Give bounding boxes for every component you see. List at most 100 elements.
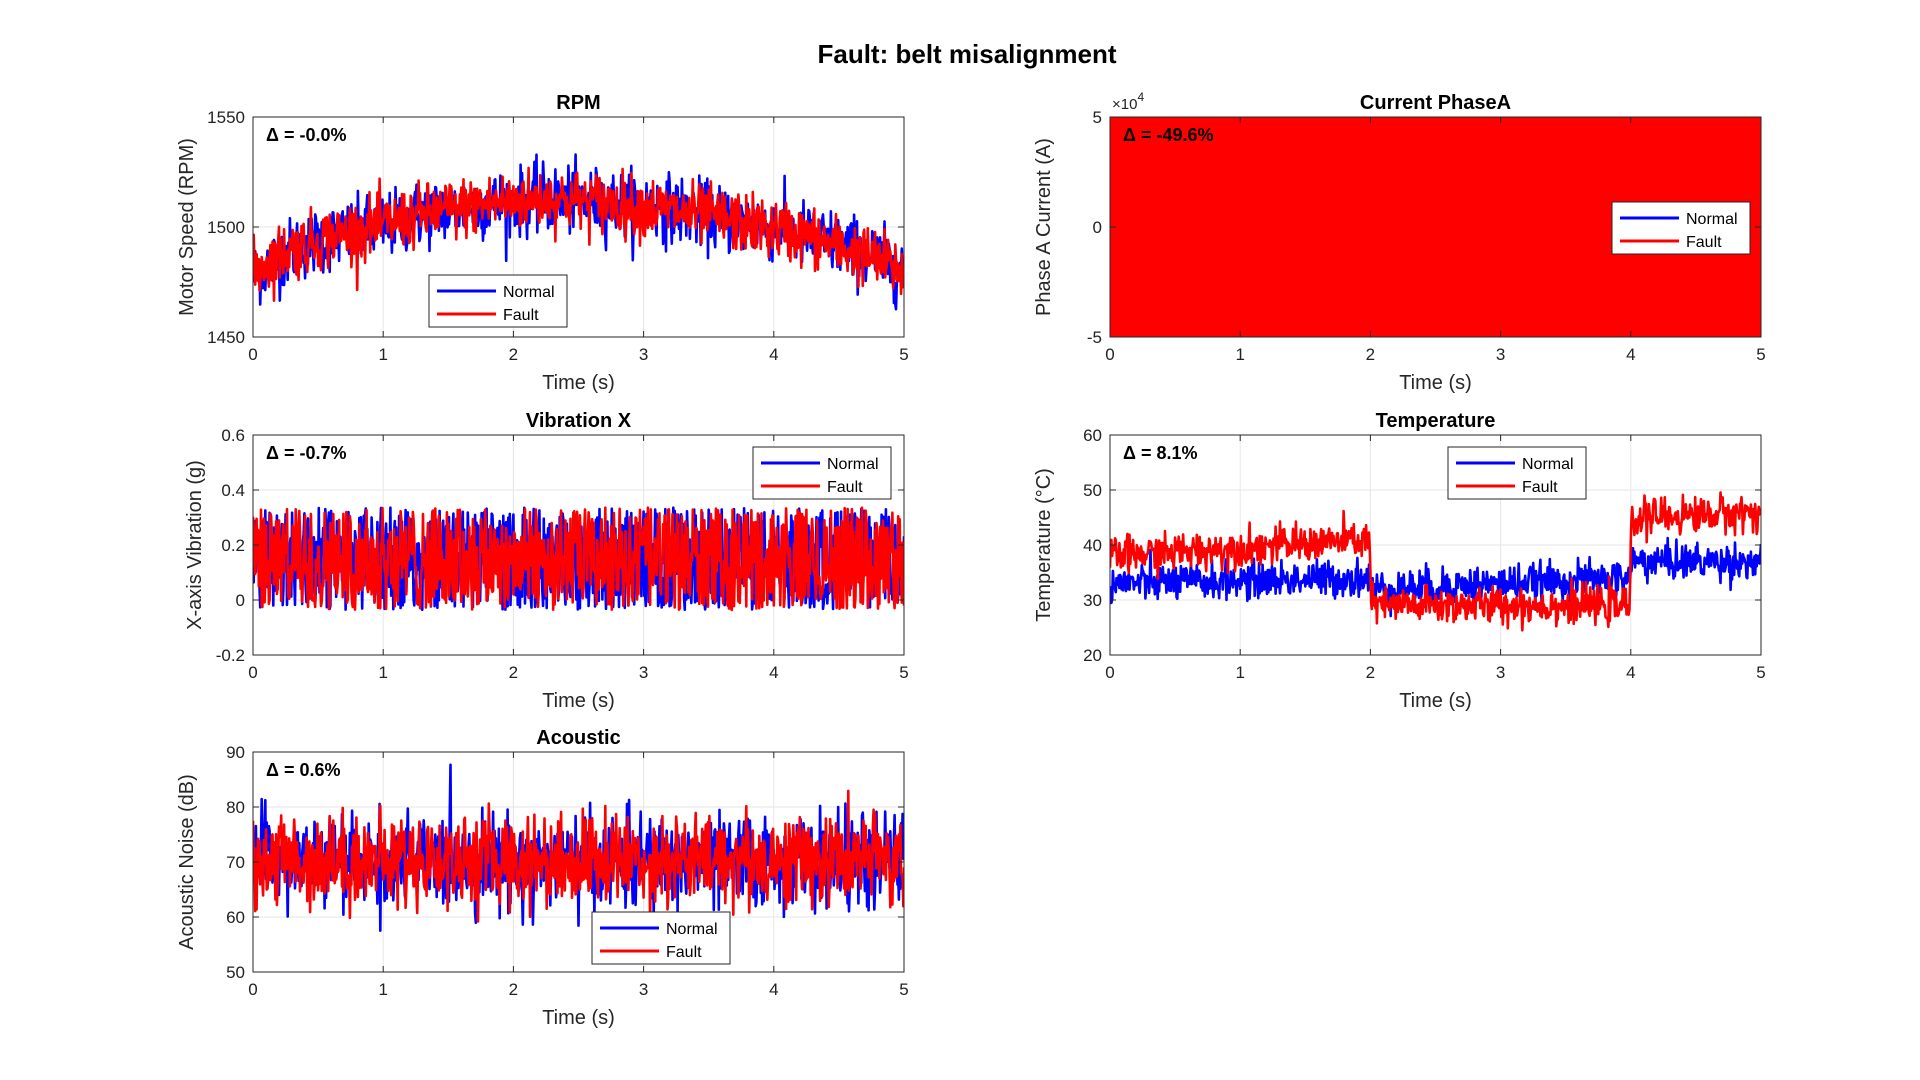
series-group xyxy=(253,763,904,932)
series-fault-line xyxy=(253,166,904,302)
delta-annotation: Δ = -0.0% xyxy=(266,125,346,145)
x-tick-label: 0 xyxy=(1105,663,1114,682)
delta-annotation: Δ = -49.6% xyxy=(1123,125,1213,145)
series-fault-line xyxy=(253,789,904,928)
y-tick-label: 20 xyxy=(1083,646,1102,665)
y-tick-label: 50 xyxy=(226,963,245,982)
x-tick-label: 1 xyxy=(1235,345,1244,364)
y-scale-exponent: ×104 xyxy=(1112,90,1144,113)
axes-title: Current PhaseA xyxy=(1360,92,1511,114)
x-tick-label: 5 xyxy=(1756,345,1765,364)
x-tick-label: 5 xyxy=(899,663,908,682)
y-tick-label: 0.6 xyxy=(221,426,245,445)
y-axis-label: Temperature (°C) xyxy=(1033,468,1055,622)
x-tick-label: 2 xyxy=(509,345,518,364)
series-group xyxy=(1110,491,1761,632)
x-tick-label: 1 xyxy=(378,980,387,999)
y-tick-label: 30 xyxy=(1083,591,1102,610)
series-group xyxy=(1110,117,1761,337)
axes-title: RPM xyxy=(556,92,600,114)
y-tick-label: 1550 xyxy=(207,108,245,127)
series-group xyxy=(253,506,904,612)
legend: Normal Fault xyxy=(1447,446,1587,500)
legend-box xyxy=(752,446,892,500)
y-tick-label: 70 xyxy=(226,853,245,872)
legend-label-normal: Normal xyxy=(827,456,879,473)
delta-annotation: Δ = -0.7% xyxy=(266,443,346,463)
legend-box xyxy=(428,274,568,328)
y-axis-label: Acoustic Noise (dB) xyxy=(176,774,198,950)
legend-label-fault: Fault xyxy=(1686,234,1722,251)
legend-label-fault: Fault xyxy=(666,944,702,961)
x-tick-label: 2 xyxy=(1366,663,1375,682)
x-tick-label: 1 xyxy=(1235,663,1244,682)
legend: Normal Fault xyxy=(1611,201,1751,255)
x-tick-label: 4 xyxy=(769,980,778,999)
x-tick-label: 4 xyxy=(769,345,778,364)
legend-label-fault: Fault xyxy=(1522,479,1558,496)
x-axis-label: Time (s) xyxy=(542,372,615,394)
x-axis-label: Time (s) xyxy=(542,1007,615,1029)
x-axis-label: Time (s) xyxy=(1399,372,1472,394)
y-tick-label: 1450 xyxy=(207,328,245,347)
delta-annotation: Δ = 8.1% xyxy=(1123,443,1197,463)
y-tick-label: -5 xyxy=(1087,328,1102,347)
x-tick-label: 1 xyxy=(378,345,387,364)
x-tick-label: 1 xyxy=(378,663,387,682)
legend-box xyxy=(591,911,731,965)
y-axis-label: X-axis Vibration (g) xyxy=(184,460,206,630)
legend-box xyxy=(1611,201,1751,255)
x-tick-label: 3 xyxy=(639,980,648,999)
x-tick-label: 5 xyxy=(1756,663,1765,682)
y-tick-label: 80 xyxy=(226,798,245,817)
y-tick-label: -0.2 xyxy=(216,646,245,665)
legend: Normal Fault xyxy=(752,446,892,500)
x-axis-label: Time (s) xyxy=(1399,690,1472,712)
y-tick-label: 0.4 xyxy=(221,481,245,500)
x-tick-label: 3 xyxy=(1496,345,1505,364)
x-tick-label: 2 xyxy=(509,663,518,682)
y-axis-label: Motor Speed (RPM) xyxy=(176,138,198,316)
y-tick-label: 0 xyxy=(1093,218,1102,237)
legend-label-normal: Normal xyxy=(1522,456,1574,473)
y-tick-label: 0.2 xyxy=(221,536,245,555)
x-tick-label: 2 xyxy=(1366,345,1375,364)
delta-annotation: Δ = 0.6% xyxy=(266,760,340,780)
legend-label-fault: Fault xyxy=(827,479,863,496)
x-tick-label: 3 xyxy=(1496,663,1505,682)
y-tick-label: 40 xyxy=(1083,536,1102,555)
x-tick-label: 0 xyxy=(1105,345,1114,364)
y-tick-label: 60 xyxy=(1083,426,1102,445)
axes-acoustic: 0 1 2 3 4 5 50 60 70 80 90 Acoustic Time (s) Acoustic… xyxy=(176,727,909,1029)
x-tick-label: 5 xyxy=(899,345,908,364)
x-tick-label: 0 xyxy=(248,345,257,364)
x-tick-label: 3 xyxy=(639,345,648,364)
y-axis-label: Phase A Current (A) xyxy=(1033,138,1055,316)
legend-label-fault: Fault xyxy=(503,307,539,324)
y-tick-label: 60 xyxy=(226,908,245,927)
figure-title: Fault: belt misalignment xyxy=(817,39,1116,69)
series-fault-line xyxy=(253,506,904,612)
axes-title: Temperature xyxy=(1376,410,1496,432)
legend: Normal Fault xyxy=(591,911,731,965)
legend-box xyxy=(1447,446,1587,500)
x-tick-label: 2 xyxy=(509,980,518,999)
x-tick-label: 3 xyxy=(639,663,648,682)
legend-label-normal: Normal xyxy=(1686,211,1738,228)
axes-temperature: 0 1 2 3 4 5 20 30 40 50 60 Temperature Time (s) Tempe… xyxy=(1033,410,1766,712)
series-fault-line xyxy=(1110,491,1761,632)
x-tick-label: 4 xyxy=(769,663,778,682)
legend: Normal Fault xyxy=(428,274,568,328)
y-tick-label: 90 xyxy=(226,743,245,762)
x-axis-label: Time (s) xyxy=(542,690,615,712)
legend-label-normal: Normal xyxy=(666,921,718,938)
x-tick-label: 4 xyxy=(1626,663,1635,682)
legend-label-normal: Normal xyxy=(503,284,555,301)
x-tick-label: 0 xyxy=(248,663,257,682)
series-group xyxy=(253,153,904,311)
x-tick-label: 4 xyxy=(1626,345,1635,364)
axes-title: Vibration X xyxy=(526,410,632,432)
axes-title: Acoustic xyxy=(536,727,620,749)
